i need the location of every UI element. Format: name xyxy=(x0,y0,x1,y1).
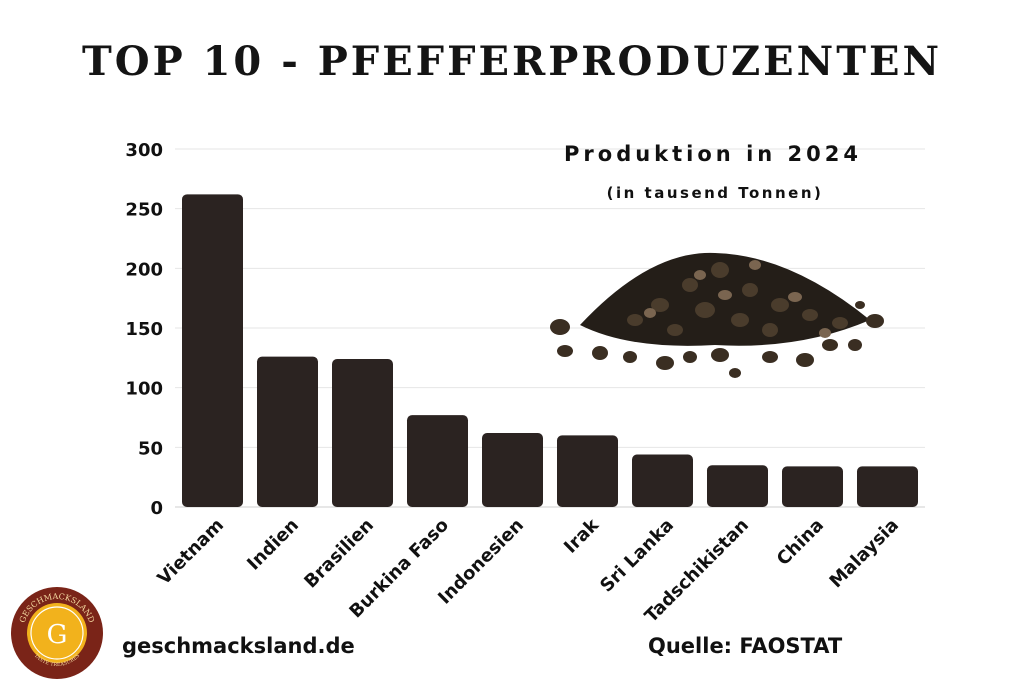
logo-letter: G xyxy=(47,620,68,650)
bars xyxy=(182,194,918,507)
unit-note: (in tausend Tonnen) xyxy=(606,184,824,202)
y-tick-label: 50 xyxy=(138,438,163,459)
website-link[interactable]: geschmacksland.de xyxy=(122,634,355,658)
bar-china xyxy=(782,466,843,507)
x-category-label: Vietnam xyxy=(154,515,228,589)
y-axis-ticks: 0 50 100 150 200 250 300 xyxy=(125,140,163,519)
y-tick-label: 150 xyxy=(125,319,163,340)
source-note: Quelle: FAOSTAT xyxy=(648,634,843,658)
x-category-label: Brasilien xyxy=(300,515,378,593)
chart-subtitle: Produktion in 2024 xyxy=(564,142,862,166)
bar-tadschikistan xyxy=(707,465,768,507)
geschmacksland-logo-icon: G GESCHMACKSLAND TASTE TREASURES xyxy=(11,587,103,679)
x-category-label: Indien xyxy=(243,515,303,575)
bar-indonesien xyxy=(482,433,543,507)
y-tick-label: 100 xyxy=(125,379,163,400)
x-category-label: Malaysia xyxy=(826,515,903,592)
bar-vietnam xyxy=(182,194,243,507)
bar-malaysia xyxy=(857,466,918,507)
y-tick-label: 200 xyxy=(125,259,163,280)
x-category-label: Sri Lanka xyxy=(596,515,678,597)
bar-burkina-faso xyxy=(407,415,468,507)
bar-brasilien xyxy=(332,359,393,507)
x-category-label: Irak xyxy=(560,514,604,558)
y-tick-label: 300 xyxy=(125,140,163,161)
bar-irak xyxy=(557,435,618,507)
y-tick-label: 0 xyxy=(150,498,163,519)
pepper-pile-icon xyxy=(550,252,884,378)
y-tick-label: 250 xyxy=(125,200,163,221)
x-category-label: China xyxy=(773,515,828,570)
bar-indien xyxy=(257,356,318,507)
bar-sri-lanka xyxy=(632,454,693,507)
page-title: TOP 10 - PFEFFERPRODUZENTEN xyxy=(81,38,943,85)
